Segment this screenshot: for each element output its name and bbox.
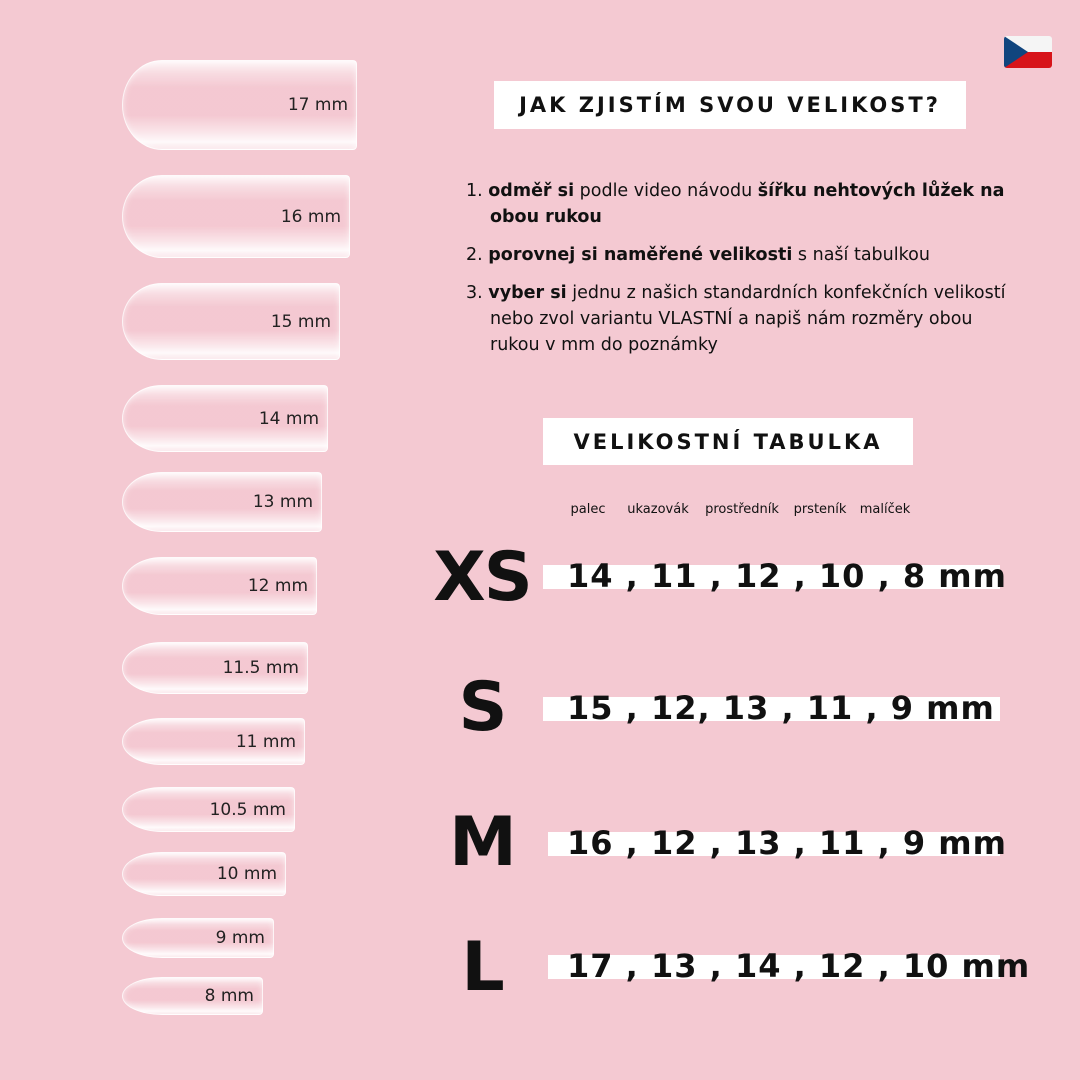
nail-size-label: 13 mm xyxy=(252,492,313,512)
step-item: 3. vyber si jednu z našich standardních … xyxy=(466,280,1026,358)
size-values-xs: 14 , 11 , 12 , 10 , 8 mm xyxy=(567,557,1007,595)
nail-tip: 10 mm xyxy=(122,852,286,896)
nail-size-label: 16 mm xyxy=(280,206,341,227)
step-text: jednu z našich standardních konfekčních … xyxy=(490,283,1006,355)
nail-size-label: 10 mm xyxy=(216,864,277,884)
table-title: VELIKOSTNÍ TABULKA xyxy=(543,418,913,465)
nail-tip: 9 mm xyxy=(122,918,274,958)
step-emphasis: šířku nehtových lůžek na obou rukou xyxy=(490,181,1005,227)
size-row-bar xyxy=(543,697,1000,721)
size-row-bar xyxy=(548,832,1000,856)
nail-tip: 12 mm xyxy=(122,557,317,615)
step-item: 2. porovnej si naměřené velikosti s naší… xyxy=(466,242,1026,268)
size-label-s: S xyxy=(458,668,508,747)
step-item: 1. odměř si podle video návodu šířku neh… xyxy=(466,178,1026,230)
nail-size-label: 11.5 mm xyxy=(222,658,299,678)
nail-size-label: 8 mm xyxy=(204,986,254,1006)
size-label-l: L xyxy=(461,928,504,1007)
step-emphasis: porovnej si naměřené velikosti xyxy=(488,245,793,265)
finger-header-palec: palec xyxy=(570,502,606,517)
step-text: s naší tabulkou xyxy=(792,245,930,265)
nail-tip: 15 mm xyxy=(122,283,340,360)
finger-header-prstenik: prsteník xyxy=(793,502,847,517)
size-label-xs: XS xyxy=(433,538,532,617)
size-label-m: M xyxy=(449,803,517,882)
czech-flag-icon[interactable] xyxy=(1004,36,1052,68)
nail-tip: 14 mm xyxy=(122,385,328,452)
size-values-m: 16 , 12 , 13 , 11 , 9 mm xyxy=(567,824,1007,862)
nail-size-label: 9 mm xyxy=(215,928,265,948)
step-emphasis: vyber si xyxy=(488,283,567,303)
step-number: 2. xyxy=(466,245,483,265)
step-text: podle video návodu xyxy=(574,181,758,201)
finger-header-malicek: malíček xyxy=(859,502,911,517)
step-number: 3. xyxy=(466,283,483,303)
nail-size-label: 10.5 mm xyxy=(209,799,286,820)
nail-size-label: 12 mm xyxy=(247,576,308,596)
step-number: 1. xyxy=(466,181,483,201)
size-values-s: 15 , 12, 13 , 11 , 9 mm xyxy=(567,689,995,727)
nail-size-label: 14 mm xyxy=(258,408,319,429)
size-row-bar xyxy=(543,565,1000,589)
nail-tip: 10.5 mm xyxy=(122,787,295,832)
step-emphasis: odměř si xyxy=(488,181,575,201)
nail-tip: 16 mm xyxy=(122,175,350,258)
nail-tip: 8 mm xyxy=(122,977,263,1015)
nail-tip: 17 mm xyxy=(122,60,357,150)
size-values-l: 17 , 13 , 14 , 12 , 10 mm xyxy=(567,947,1031,985)
finger-header-ukazovak: ukazovák xyxy=(627,502,689,517)
nail-tip: 13 mm xyxy=(122,472,322,532)
nail-tip: 11.5 mm xyxy=(122,642,308,694)
instructions-list: 1. odměř si podle video návodu šířku neh… xyxy=(466,178,1026,370)
nail-size-label: 17 mm xyxy=(287,95,348,115)
nail-size-label: 15 mm xyxy=(270,311,331,332)
finger-header-prostrednik: prostředník xyxy=(705,502,779,517)
nail-size-label: 11 mm xyxy=(235,731,296,752)
heading: JAK ZJISTÍM SVOU VELIKOST? xyxy=(494,81,966,129)
nail-tip: 11 mm xyxy=(122,718,305,765)
size-row-bar xyxy=(548,955,1000,979)
